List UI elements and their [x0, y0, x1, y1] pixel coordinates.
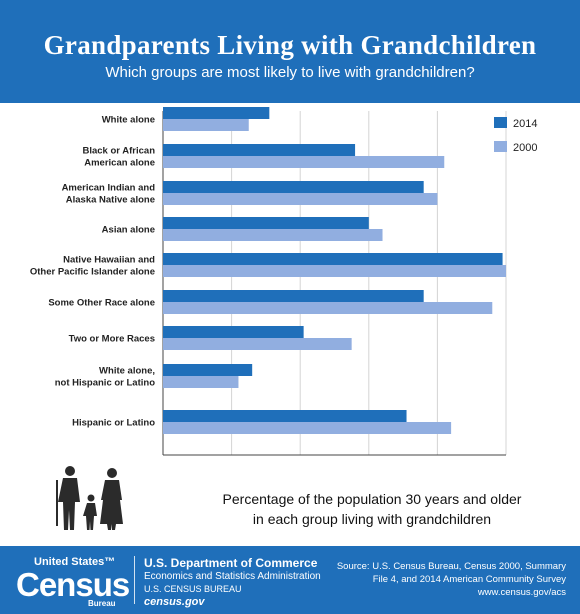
header-banner: Grandparents Living with Grandchildren W…: [0, 0, 580, 103]
source-note: Source: U.S. Census Bureau, Census 2000,…: [336, 560, 566, 599]
bar-2000-0: [163, 119, 249, 131]
bar-2014-6: [163, 326, 304, 338]
legend-label-2000: 2000: [513, 142, 537, 154]
category-label: White alone, not Hispanic or Latino: [55, 366, 155, 389]
category-label: American Indian and Alaska Native alone: [62, 183, 156, 206]
bar-2014-4: [163, 253, 503, 265]
bar-2014-1: [163, 144, 356, 156]
page-subtitle: Which groups are most likely to live wit…: [105, 64, 475, 81]
bar-2000-2: [163, 193, 438, 205]
bar-2014-8: [163, 410, 407, 422]
bar-2014-5: [163, 290, 424, 302]
category-label-line: American Indian and: [62, 183, 156, 194]
category-label-line: American alone: [84, 158, 155, 169]
category-label-line: Two or More Races: [69, 334, 155, 345]
category-label-line: Asian alone: [102, 225, 155, 236]
category-label-line: Native Hawaiian and: [63, 255, 155, 266]
bar-2000-5: [163, 302, 493, 314]
bar-2000-8: [163, 422, 452, 434]
bar-2014-3: [163, 217, 369, 229]
category-label: White alone: [102, 115, 155, 126]
bureau-name: U.S. CENSUS BUREAU: [144, 584, 242, 594]
legend-label-2014: 2014: [513, 118, 537, 130]
logo-united-states: United States™: [34, 556, 116, 568]
bar-2014-0: [163, 107, 270, 119]
category-label-line: Alaska Native alone: [66, 195, 155, 206]
econ-admin: Economics and Statistics Administration: [144, 571, 321, 582]
category-label: Asian alone: [102, 225, 155, 236]
category-label-line: Black or African: [82, 146, 155, 157]
bar-2000-4: [163, 265, 506, 277]
source-text: Source: U.S. Census Bureau, Census 2000,…: [336, 561, 566, 585]
bar-2000-7: [163, 376, 239, 388]
grandparents-family-icon: [56, 466, 123, 530]
category-label: Black or African American alone: [82, 146, 155, 169]
category-label-line: Hispanic or Latino: [72, 418, 155, 429]
category-label: Native Hawaiian and Other Pacific Islande…: [30, 255, 155, 278]
legend-swatch-2000: [494, 141, 507, 152]
bar-chart: White alone Black or African American alon…: [0, 103, 580, 463]
bar-2000-6: [163, 338, 352, 350]
chart-grid: [162, 111, 507, 456]
category-label: Some Other Race alone: [48, 298, 155, 309]
x-axis-label: Percentage of the population 30 years an…: [222, 491, 522, 527]
category-label-line: Some Other Race alone: [48, 298, 155, 309]
category-label-line: not Hispanic or Latino: [55, 378, 155, 389]
category-label-line: White alone: [102, 115, 155, 126]
bar-2000-3: [163, 229, 383, 241]
footer-banner: United States™ Census Bureau U.S. Depart…: [0, 546, 580, 614]
census-site-link[interactable]: census.gov: [144, 596, 205, 608]
bar-2014-2: [163, 181, 424, 193]
logo-bureau: Bureau: [88, 599, 116, 608]
department-name: U.S. Department of Commerce: [144, 556, 318, 570]
page-title: Grandparents Living with Grandchildren: [43, 30, 537, 60]
footer-divider: [134, 556, 135, 604]
legend-swatch-2014: [494, 117, 507, 128]
category-label: Two or More Races: [69, 334, 155, 345]
category-label-line: White alone,: [99, 366, 155, 377]
category-label-line: Other Pacific Islander alone: [30, 267, 155, 278]
chart-bars: [163, 107, 506, 434]
category-label: Hispanic or Latino: [72, 418, 155, 429]
chart-legend: 2014 2000: [494, 117, 537, 154]
census-logo: Census: [16, 566, 130, 603]
bar-2000-1: [163, 156, 445, 168]
category-labels: White alone Black or African American alon…: [30, 115, 155, 429]
bar-2014-7: [163, 364, 253, 376]
source-url[interactable]: www.census.gov/acs: [477, 587, 566, 598]
